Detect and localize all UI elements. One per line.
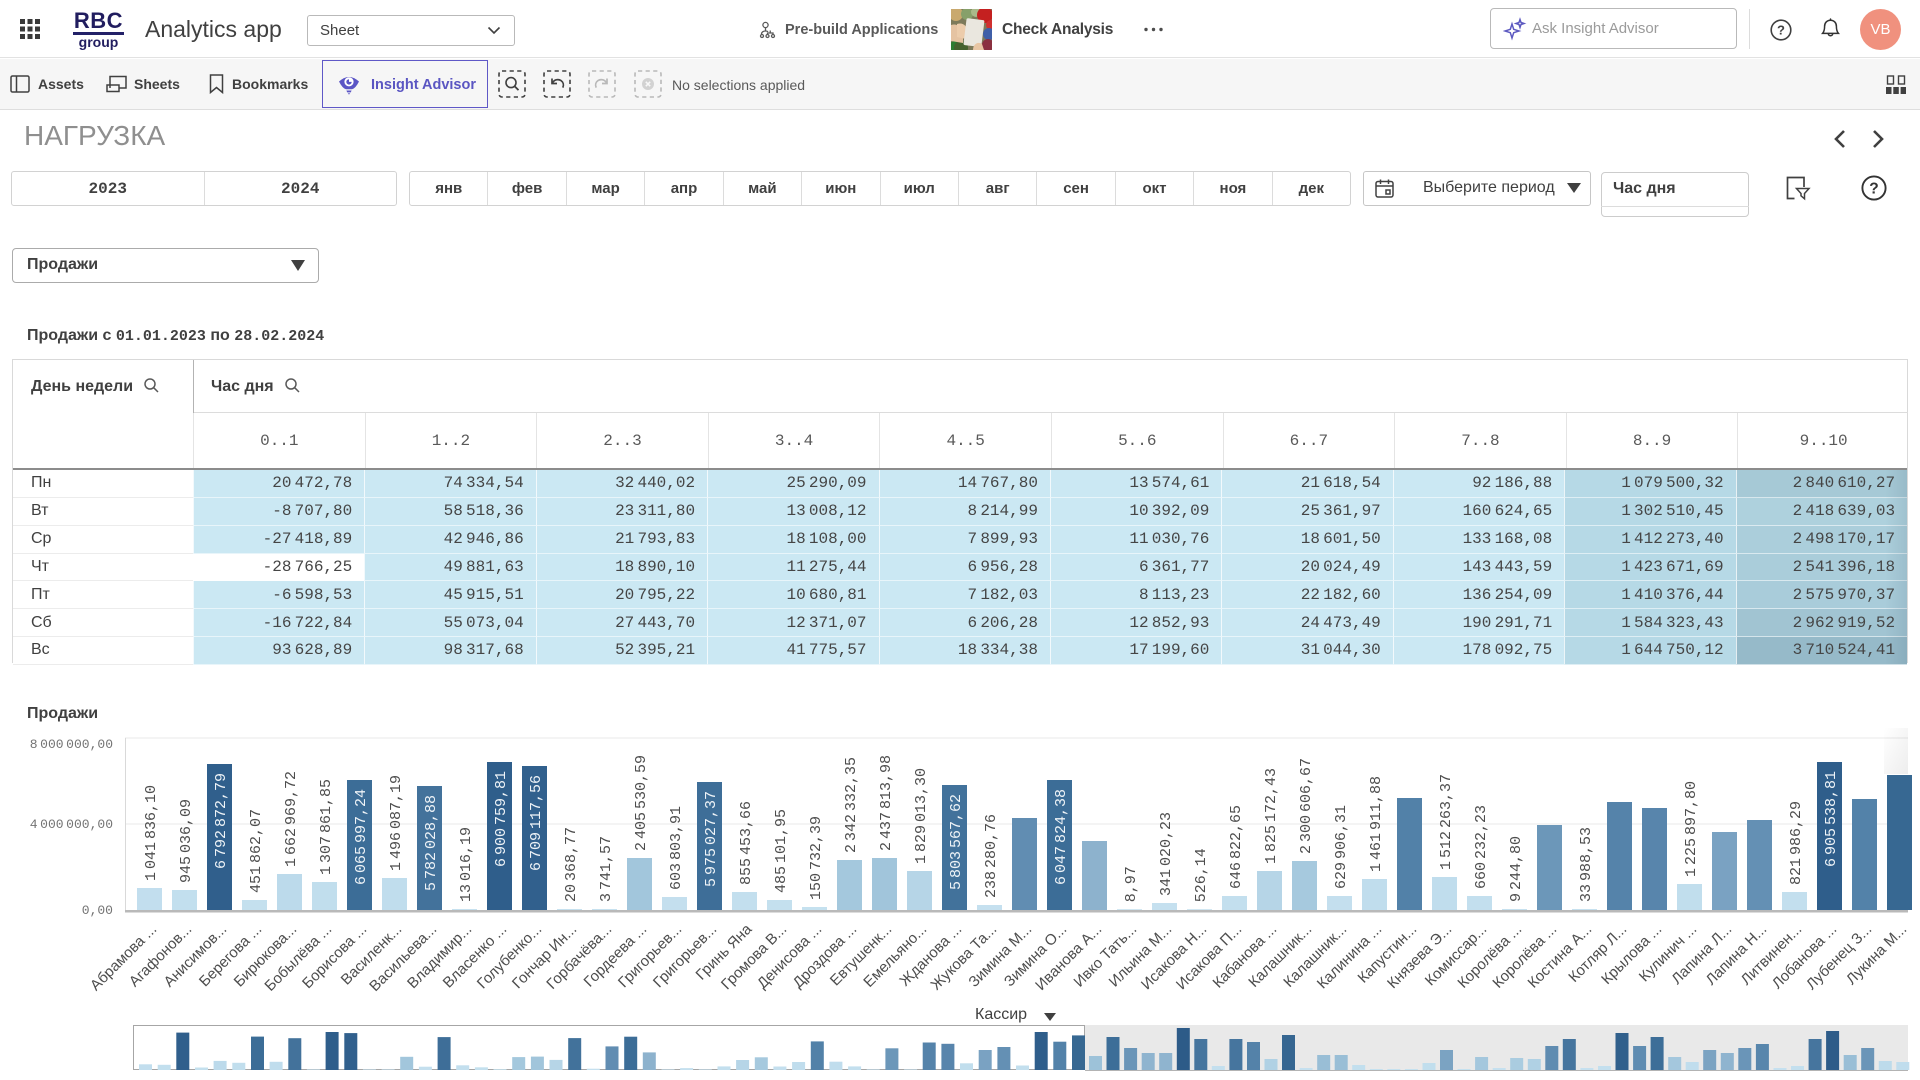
svg-text:1 461 911,88: 1 461 911,88 bbox=[1368, 776, 1385, 872]
svg-text:3 741,57: 3 741,57 bbox=[598, 836, 615, 902]
svg-text:341 020,23: 341 020,23 bbox=[1158, 812, 1175, 896]
svg-text:6 905 538,81: 6 905 538,81 bbox=[1823, 771, 1840, 867]
svg-text:1 496 087,19: 1 496 087,19 bbox=[388, 775, 405, 871]
svg-text:2 405 530,59: 2 405 530,59 bbox=[633, 755, 650, 851]
svg-text:1 041 836,10: 1 041 836,10 bbox=[143, 785, 160, 881]
svg-text:8,97: 8,97 bbox=[1123, 866, 1140, 902]
svg-text:660 232,23: 660 232,23 bbox=[1473, 805, 1490, 889]
svg-text:6 065 997,24: 6 065 997,24 bbox=[353, 789, 370, 885]
svg-text:945 036,09: 945 036,09 bbox=[178, 799, 195, 883]
svg-text:526,14: 526,14 bbox=[1193, 848, 1210, 902]
svg-text:33 988,53: 33 988,53 bbox=[1578, 827, 1595, 902]
svg-text:485 101,95: 485 101,95 bbox=[773, 809, 790, 893]
svg-text:1 829 013,30: 1 829 013,30 bbox=[913, 768, 930, 864]
svg-text:1 662 969,72: 1 662 969,72 bbox=[283, 771, 300, 867]
svg-text:?: ? bbox=[1777, 23, 1785, 38]
svg-text:2 437 813,98: 2 437 813,98 bbox=[878, 755, 895, 851]
svg-text:238 280,76: 238 280,76 bbox=[983, 814, 1000, 898]
svg-text:629 906,31: 629 906,31 bbox=[1333, 805, 1350, 889]
svg-text:0,00: 0,00 bbox=[82, 903, 113, 918]
svg-text:2 342 332,35: 2 342 332,35 bbox=[843, 757, 860, 853]
svg-text:8 000 000,00: 8 000 000,00 bbox=[30, 737, 113, 752]
svg-text:6 709 117,56: 6 709 117,56 bbox=[528, 775, 545, 871]
svg-text:2 300 606,67: 2 300 606,67 bbox=[1298, 758, 1315, 854]
svg-text:150 732,39: 150 732,39 bbox=[808, 816, 825, 900]
svg-text:1 307 861,85: 1 307 861,85 bbox=[318, 779, 335, 875]
svg-text:1 225 897,80: 1 225 897,80 bbox=[1683, 781, 1700, 877]
svg-text:?: ? bbox=[1869, 180, 1878, 197]
svg-text:9 244,80: 9 244,80 bbox=[1508, 836, 1525, 902]
svg-text:5 803 567,62: 5 803 567,62 bbox=[948, 794, 965, 890]
svg-text:1 512 263,37: 1 512 263,37 bbox=[1438, 774, 1455, 870]
svg-text:451 862,07: 451 862,07 bbox=[248, 809, 265, 893]
svg-text:4 000 000,00: 4 000 000,00 bbox=[30, 817, 113, 832]
svg-text:5 975 027,37: 5 975 027,37 bbox=[703, 791, 720, 887]
svg-text:6 047 824,38: 6 047 824,38 bbox=[1053, 789, 1070, 885]
svg-text:646 822,65: 646 822,65 bbox=[1228, 805, 1245, 889]
svg-text:821 986,29: 821 986,29 bbox=[1788, 801, 1805, 885]
svg-text:1 825 172,43: 1 825 172,43 bbox=[1263, 768, 1280, 864]
svg-text:5 782 028,88: 5 782 028,88 bbox=[423, 795, 440, 891]
svg-text:603 803,91: 603 803,91 bbox=[668, 806, 685, 890]
svg-text:13 016,19: 13 016,19 bbox=[458, 827, 475, 902]
svg-text:6 900 759,81: 6 900 759,81 bbox=[493, 771, 510, 867]
svg-text:855 453,66: 855 453,66 bbox=[738, 801, 755, 885]
svg-text:20 368,77: 20 368,77 bbox=[563, 827, 580, 902]
svg-text:6 792 872,79: 6 792 872,79 bbox=[213, 773, 230, 869]
